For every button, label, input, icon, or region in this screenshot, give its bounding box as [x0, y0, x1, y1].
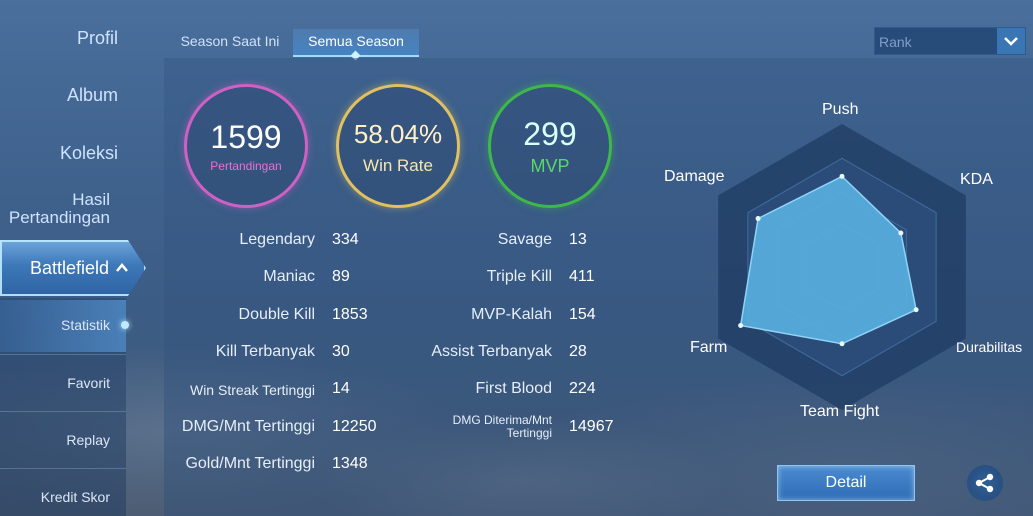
share-icon: [975, 473, 994, 493]
sidebar-item-koleksi[interactable]: Koleksi: [59, 143, 118, 163]
rank-dropdown-value: Rank: [879, 34, 912, 50]
stat-label-triple-kill: Triple Kill: [486, 268, 552, 285]
stat-label-gold-mnt: Gold/Mnt Tertinggi: [185, 455, 315, 472]
radar-label-damage: Damage: [664, 168, 725, 185]
stat-value-double-kill: 1853: [332, 306, 368, 323]
chevron-down-icon[interactable]: [997, 28, 1025, 54]
stat-label-kill-terbanyak: Kill Terbanyak: [215, 343, 315, 360]
tab-season-saat-ini[interactable]: Season Saat Ini: [180, 33, 280, 49]
chevron-up-icon: [116, 263, 128, 272]
stat-value-triple-kill: 411: [569, 268, 595, 285]
stat-value-dmg-mnt: 12250: [332, 418, 377, 435]
stat-value-win-streak: 14: [332, 380, 350, 397]
stat-value-dmg-diterima: 14967: [569, 418, 614, 435]
rank-dropdown[interactable]: Rank: [874, 27, 1026, 55]
submenu-item-replay[interactable]: Replay: [66, 432, 110, 448]
detail-button[interactable]: Detail: [777, 465, 915, 501]
sidebar-item-hasil-pertandingan[interactable]: Hasil Pertandingan: [8, 190, 110, 227]
stat-label-maniac: Maniac: [263, 268, 315, 285]
stat-label-savage: Savage: [497, 231, 552, 248]
stat-value-savage: 13: [569, 231, 587, 248]
stat-value-assist-terbanyak: 28: [569, 343, 587, 360]
battlefield-label: Battlefield: [30, 258, 110, 278]
stat-label-assist-terbanyak: Assist Terbanyak: [431, 343, 552, 360]
sidebar-item-profil[interactable]: Profil: [76, 28, 118, 48]
radar-label-kda: KDA: [960, 171, 993, 188]
stat-label-win-streak: Win Streak Tertinggi: [189, 382, 315, 398]
radar-label-durabilitas: Durabilitas: [956, 339, 1023, 355]
submenu-item-kredit-skor[interactable]: Kredit Skor: [40, 489, 110, 505]
win-rate-label: Win Rate: [363, 156, 433, 175]
divider: [0, 354, 126, 355]
win-rate-circle: 58.04% Win Rate: [336, 84, 460, 208]
mvp-value: 299: [523, 115, 577, 152]
stat-label-first-blood: First Blood: [475, 380, 552, 397]
detail-button-label: Detail: [825, 474, 867, 491]
share-button[interactable]: [967, 465, 1003, 501]
stat-value-mvp-kalah: 154: [569, 306, 596, 323]
stat-label-legendary: Legendary: [239, 231, 315, 248]
win-rate-value: 58.04%: [353, 119, 443, 149]
submenu-item-favorit[interactable]: Favorit: [67, 375, 110, 391]
matches-circle: 1599 Pertandingan: [184, 84, 308, 208]
radar-label-farm: Farm: [690, 339, 728, 356]
stat-label-dmg-mnt: DMG/Mnt Tertinggi: [181, 418, 315, 435]
divider: [0, 411, 126, 412]
active-dot-icon: [121, 321, 129, 329]
radar-label-push: Push: [822, 101, 859, 118]
mvp-label: MVP: [530, 155, 570, 176]
sidebar: Profil Album Koleksi Hasil Pertandingan …: [0, 0, 146, 516]
divider: [0, 468, 126, 469]
stat-value-kill-terbanyak: 30: [332, 343, 350, 360]
matches-label: Pertandingan: [210, 159, 282, 173]
stat-label-double-kill: Double Kill: [238, 306, 315, 323]
sidebar-item-album[interactable]: Album: [66, 85, 118, 105]
stat-value-gold-mnt: 1348: [332, 455, 368, 472]
stat-value-maniac: 89: [332, 268, 350, 285]
sidebar-item-battlefield[interactable]: [0, 240, 146, 296]
submenu-active-highlight: [0, 300, 126, 352]
stat-label-dmg-diterima: DMG Diterima/Mnt Tertinggi: [452, 413, 552, 440]
stat-value-first-blood: 224: [569, 380, 596, 397]
stat-value-legendary: 334: [332, 231, 359, 248]
matches-value: 1599: [210, 119, 282, 155]
stat-label-mvp-kalah: MVP-Kalah: [471, 306, 552, 323]
mvp-circle: 299 MVP: [488, 84, 612, 208]
submenu-item-statistik[interactable]: Statistik: [60, 317, 110, 333]
radar-label-team-fight: Team Fight: [800, 403, 880, 420]
